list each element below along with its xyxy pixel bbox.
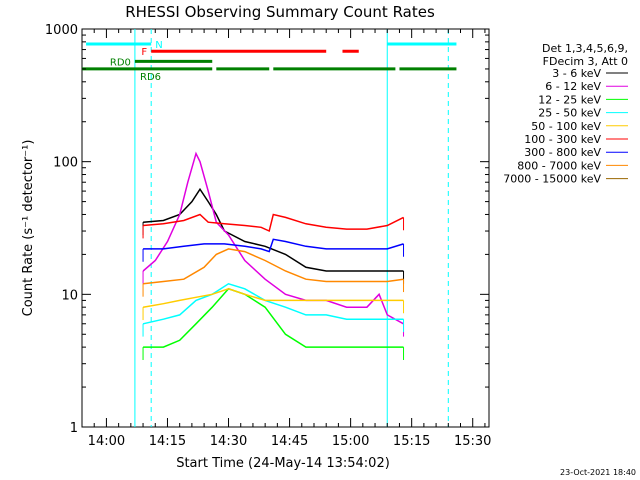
legend-label: 50 - 100 keV — [531, 120, 601, 133]
series-line-12-25-kev — [143, 287, 404, 348]
legend-label: 7000 - 15000 keV — [503, 173, 601, 186]
legend-label: 800 - 7000 keV — [517, 159, 601, 172]
x-axis-label: Start Time (24-May-14 13:54:02) — [176, 456, 390, 471]
x-tick-label: 15:15 — [393, 434, 430, 449]
flag-bars: NF RD0 RD6 — [82, 40, 457, 83]
vertical-markers — [134, 29, 449, 427]
flag-label-rd6: RD6 — [140, 72, 161, 83]
y-axis-label: Count Rate (s⁻¹ detector⁻¹) — [21, 140, 36, 317]
series-line-100-300-kev — [143, 213, 404, 233]
series-line-800-7000-kev — [143, 248, 404, 285]
series-line-50-100-kev — [142, 288, 404, 308]
flag-label-f: F — [141, 47, 147, 58]
flag-label-rd0: RD0 — [110, 57, 131, 68]
x-tick-label: 14:00 — [88, 434, 125, 449]
series-line-300-800-kev — [143, 238, 404, 253]
x-tick-label: 14:15 — [149, 434, 186, 449]
legend-label: 6 - 12 keV — [545, 80, 601, 93]
x-tick-label: 15:30 — [454, 434, 491, 449]
generation-timestamp: 23-Oct-2021 18:40 — [560, 468, 636, 477]
x-axis-ticks: 14:00 14:15 14:30 14:45 15:00 15:15 15:30 — [81, 29, 491, 449]
x-tick-label: 14:30 — [210, 434, 247, 449]
y-tick-label: 1 — [70, 421, 78, 436]
y-axis-ticks: 1 10 100 1000 — [45, 23, 489, 436]
x-tick-label: 15:00 — [332, 434, 369, 449]
legend-label: 12 - 25 keV — [538, 93, 601, 106]
series-line-3-6-kev — [143, 187, 404, 272]
x-tick-label: 14:45 — [271, 434, 308, 449]
chart-title: RHESSI Observing Summary Count Rates — [125, 3, 435, 21]
legend-header-line-1: Det 1,3,4,5,6,9, — [542, 42, 628, 55]
legend-label: 300 - 800 keV — [524, 146, 601, 159]
y-tick-label: 100 — [53, 156, 78, 171]
flag-label-n: N — [155, 40, 162, 51]
plot-frame — [81, 28, 490, 428]
legend-label: 100 - 300 keV — [524, 133, 601, 146]
legend-label: 25 - 50 keV — [538, 107, 601, 120]
y-tick-label: 1000 — [45, 23, 78, 38]
series-line-6-12-kev — [142, 151, 404, 325]
y-tick-label: 10 — [61, 288, 78, 303]
legend-header-line-2: FDecim 3, Att 0 — [543, 55, 628, 68]
legend-label: 3 - 6 keV — [552, 67, 601, 80]
series-layer — [142, 151, 405, 360]
legend: Det 1,3,4,5,6,9, FDecim 3, Att 0 3 - 6 k… — [503, 42, 628, 186]
